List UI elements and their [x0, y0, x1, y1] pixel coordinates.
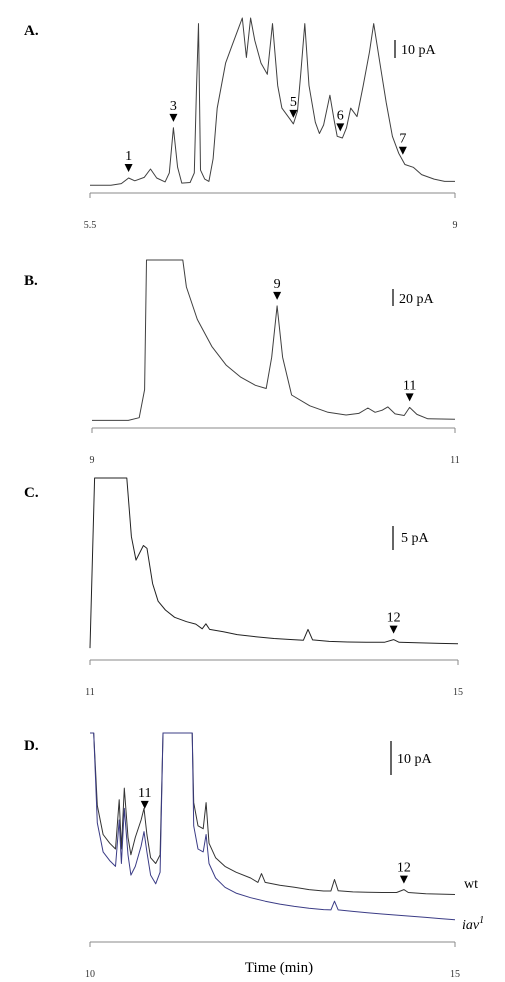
trace-c-0 — [89, 477, 459, 649]
panel-letter-a: A. — [24, 23, 39, 39]
scale-label-d: 10 pA — [397, 752, 433, 767]
peak-label-a-6: 6 — [337, 108, 344, 123]
peak-marker-a-6 — [336, 123, 345, 132]
trace-a-0 — [90, 17, 455, 186]
trace-b-0 — [92, 259, 456, 421]
x-tick-label-a-1: 9 — [453, 220, 458, 231]
peak-label-c-12: 12 — [387, 611, 401, 626]
x-tick-label-b-0: 9 — [90, 455, 95, 466]
peak-marker-b-9 — [273, 291, 282, 300]
peak-label-b-9: 9 — [274, 277, 281, 292]
peak-marker-a-1 — [124, 163, 133, 172]
scale-label-a: 10 pA — [401, 43, 437, 58]
x-axis-label: Time (min) — [245, 960, 313, 976]
peak-marker-c-12 — [389, 625, 398, 634]
panel-b: B. 20 pA 9 11 9 11 — [24, 259, 460, 466]
peak-label-a-7: 7 — [399, 132, 406, 147]
peak-marker-a-3 — [169, 113, 178, 122]
scale-label-c: 5 pA — [401, 531, 430, 546]
x-tick-label-b-1: 11 — [450, 455, 460, 466]
trace-label-wt: wt — [464, 877, 478, 892]
peak-label-b-11: 11 — [403, 378, 416, 393]
peak-marker-a-7 — [398, 146, 407, 155]
peak-marker-a-5 — [289, 109, 298, 118]
trace-label-iav1: iav1 — [462, 915, 484, 933]
trace-d-iav1 — [90, 732, 456, 921]
x-tick-label-a-0: 5.5 — [84, 220, 97, 231]
peak-label-a-3: 3 — [170, 99, 177, 114]
panel-letter-b: B. — [24, 273, 38, 289]
x-tick-label-c-1: 15 — [453, 687, 463, 698]
trace-label-iav-base: iav — [462, 918, 480, 933]
panel-a: A. 10 pA 5.5 9 1 3 5 6 7 — [24, 17, 458, 231]
trace-d-wt — [90, 732, 456, 895]
panel-c: C. 5 pA 11 15 12 — [24, 477, 463, 698]
x-tick-label-c-0: 11 — [85, 687, 95, 698]
trace-label-iav-superscript: 1 — [479, 915, 484, 926]
x-tick-label-d-0: 10 — [85, 969, 95, 980]
peak-marker-b-11 — [405, 393, 414, 402]
panel-letter-d: D. — [24, 738, 39, 754]
scale-label-b: 20 pA — [399, 292, 435, 307]
peak-label-d-11: 11 — [138, 786, 151, 801]
peak-marker-d-11 — [140, 800, 149, 809]
panel-d: D. 10 pA wt iav1 Time (min) 10 15 11 12 — [24, 732, 484, 980]
peak-label-a-5: 5 — [290, 95, 297, 110]
x-tick-label-d-1: 15 — [450, 969, 460, 980]
panel-letter-c: C. — [24, 485, 39, 501]
peak-label-d-12: 12 — [397, 861, 411, 876]
peak-marker-d-12 — [399, 875, 408, 884]
peak-label-a-1: 1 — [125, 149, 132, 164]
